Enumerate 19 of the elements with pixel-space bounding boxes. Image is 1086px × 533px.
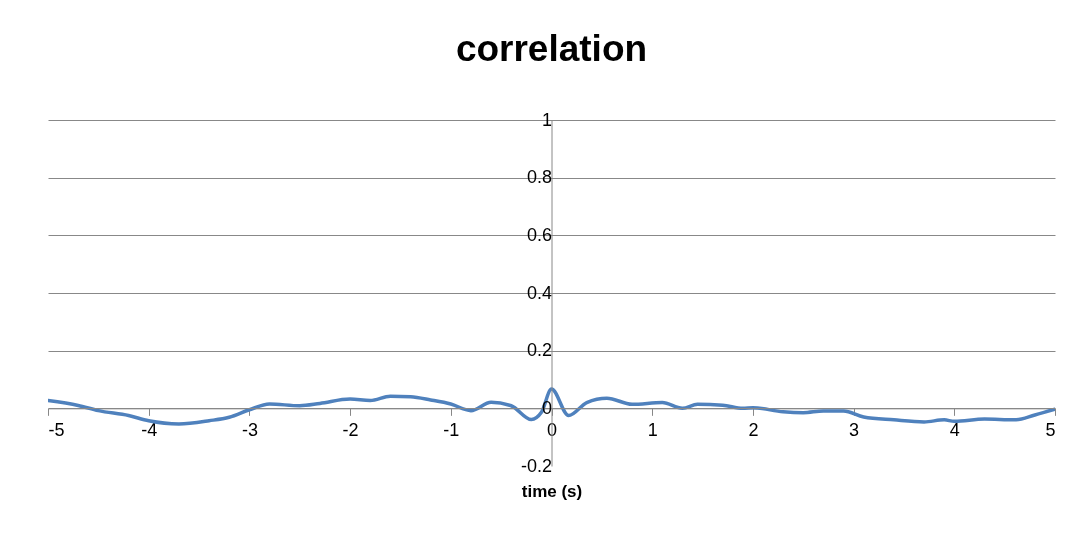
y-tick-label: 1: [541, 109, 552, 130]
x-tick-label: 3: [849, 419, 860, 440]
x-tick-label: 2: [748, 419, 759, 440]
y-tick-label: 0.6: [526, 224, 552, 245]
y-tick-label: -0.2: [520, 455, 552, 476]
x-tick-label: 1: [647, 419, 658, 440]
x-axis-title: time (s): [521, 481, 583, 501]
y-tick-label: 0: [541, 397, 552, 418]
x-tick-label: 4: [949, 419, 960, 440]
x-tick-label: -2: [342, 419, 359, 440]
y-tick-label: 0.8: [526, 167, 552, 188]
y-tick-label: 0.2: [526, 340, 552, 361]
x-tick-label: -3: [241, 419, 258, 440]
x-tick-label: -5: [48, 419, 65, 440]
x-tick-label: 5: [1045, 419, 1056, 440]
x-tick-label: -1: [443, 419, 460, 440]
x-tick-label: -4: [141, 419, 158, 440]
chart-title: correlation: [455, 28, 648, 69]
y-tick-label: 0.4: [526, 282, 552, 303]
